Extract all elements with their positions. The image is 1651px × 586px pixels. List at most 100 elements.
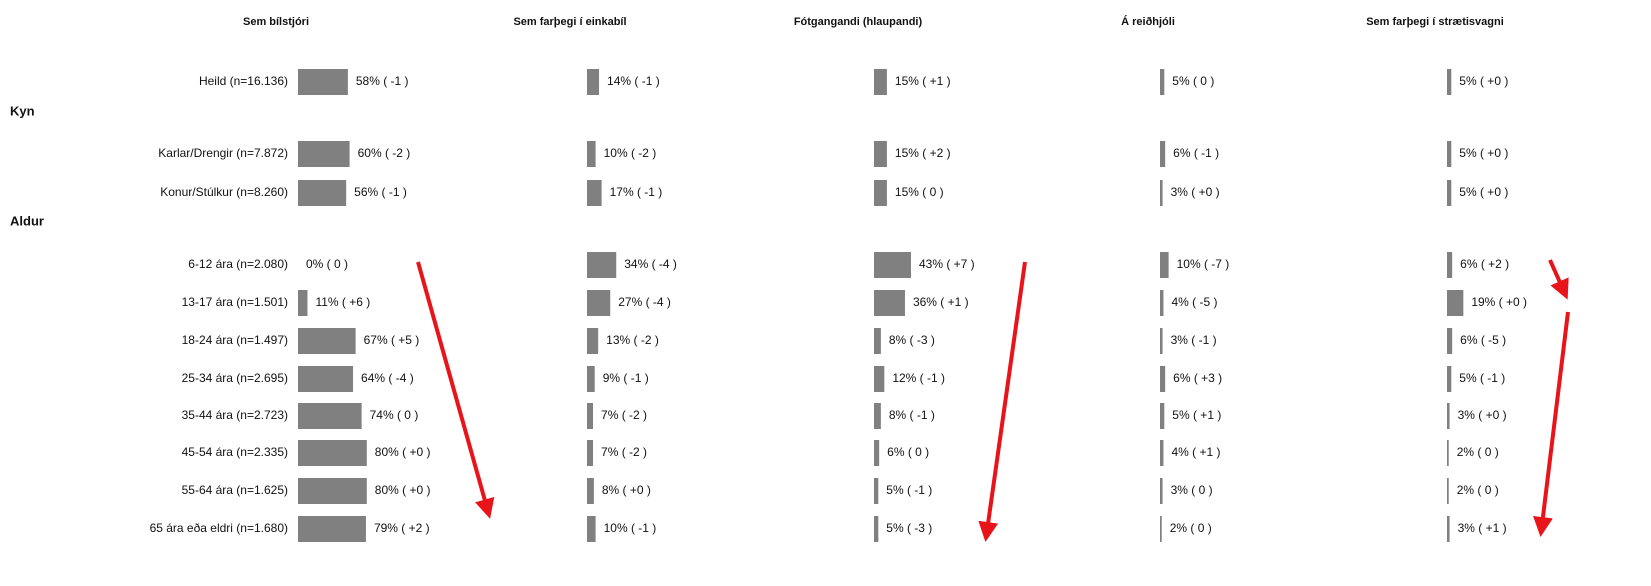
value-label: 3% ( +1 ) — [1458, 521, 1507, 535]
value-label: 6% ( 0 ) — [887, 445, 929, 459]
value-label: 5% ( +0 ) — [1459, 74, 1508, 88]
bar — [1447, 69, 1452, 95]
bar — [1447, 478, 1449, 504]
bar — [1447, 141, 1452, 167]
value-label: 8% ( -3 ) — [889, 333, 935, 347]
arrow — [416, 261, 495, 519]
value-label: 80% ( +0 ) — [375, 445, 431, 459]
bar — [587, 516, 596, 542]
row-label: 45-54 ára (n=2.335) — [182, 445, 288, 459]
value-label: 11% ( +6 ) — [315, 295, 370, 309]
bar — [874, 141, 887, 167]
value-label: 2% ( 0 ) — [1457, 483, 1499, 497]
bar — [298, 403, 362, 429]
bar — [874, 328, 881, 354]
value-label: 2% ( 0 ) — [1170, 521, 1212, 535]
value-label: 15% ( +1 ) — [895, 74, 951, 88]
value-label: 2% ( 0 ) — [1457, 445, 1499, 459]
value-label: 5% ( 0 ) — [1172, 74, 1214, 88]
value-label: 5% ( -3 ) — [886, 521, 932, 535]
value-label: 9% ( -1 ) — [603, 371, 649, 385]
value-label: 56% ( -1 ) — [354, 185, 407, 199]
bar — [1447, 366, 1452, 392]
bar — [298, 180, 347, 206]
column-header: Sem farþegi í strætisvagni — [1366, 16, 1504, 28]
value-label: 10% ( -2 ) — [604, 146, 657, 160]
bar — [587, 440, 594, 466]
annotation-arrows — [416, 259, 1570, 542]
bar — [1447, 290, 1464, 316]
value-label: 67% ( +5 ) — [364, 333, 420, 347]
bar — [1447, 403, 1450, 429]
value-label: 6% ( +2 ) — [1460, 257, 1509, 271]
column-header: Sem farþegi í einkabíl — [513, 16, 626, 28]
bar — [587, 69, 600, 95]
bar — [587, 366, 595, 392]
value-label: 60% ( -2 ) — [358, 146, 411, 160]
value-label: 7% ( -2 ) — [601, 445, 647, 459]
row-label: 6-12 ára (n=2.080) — [188, 257, 288, 271]
value-label: 3% ( 0 ) — [1171, 483, 1213, 497]
bar — [1160, 478, 1163, 504]
bar — [1447, 440, 1449, 466]
row-label: 25-34 ára (n=2.695) — [182, 371, 288, 385]
value-label: 7% ( -2 ) — [601, 408, 647, 422]
value-label: 64% ( -4 ) — [361, 371, 414, 385]
value-label: 6% ( -5 ) — [1460, 333, 1506, 347]
bar — [587, 478, 594, 504]
value-label: 3% ( +0 ) — [1458, 408, 1507, 422]
bar — [1160, 141, 1166, 167]
arrow — [1533, 311, 1570, 537]
row-label: Konur/Stúlkur (n=8.260) — [160, 185, 288, 199]
bar — [298, 141, 350, 167]
bar — [298, 516, 366, 542]
bar — [1447, 252, 1453, 278]
value-label: 36% ( +1 ) — [913, 295, 969, 309]
value-label: 15% ( 0 ) — [895, 185, 944, 199]
arrow — [978, 261, 1027, 542]
bar — [587, 180, 602, 206]
bar — [1160, 180, 1163, 206]
bar — [1447, 328, 1453, 354]
bar — [298, 69, 348, 95]
value-label: 10% ( -1 ) — [604, 521, 657, 535]
value-label: 5% ( +0 ) — [1459, 185, 1508, 199]
bar — [1447, 180, 1452, 206]
bar — [298, 366, 354, 392]
value-label: 43% ( +7 ) — [919, 257, 975, 271]
bar — [874, 366, 885, 392]
bar — [1160, 403, 1165, 429]
row-label: 65 ára eða eldri (n=1.680) — [150, 521, 288, 535]
bar — [587, 252, 617, 278]
bar — [1160, 252, 1169, 278]
bar — [587, 403, 594, 429]
value-label: 10% ( -7 ) — [1177, 257, 1230, 271]
value-label: 6% ( -1 ) — [1173, 146, 1219, 160]
bar — [298, 478, 367, 504]
bar — [874, 403, 881, 429]
bar — [1160, 328, 1163, 354]
bar — [874, 252, 911, 278]
bar — [587, 328, 599, 354]
row-label: 18-24 ára (n=1.497) — [182, 333, 288, 347]
value-label: 0% ( 0 ) — [306, 257, 348, 271]
value-label: 5% ( -1 ) — [1459, 371, 1505, 385]
row-label: Heild (n=16.136) — [199, 74, 288, 88]
value-label: 3% ( -1 ) — [1171, 333, 1217, 347]
value-label: 79% ( +2 ) — [374, 521, 430, 535]
bar — [874, 69, 887, 95]
bar — [874, 516, 879, 542]
value-label: 12% ( -1 ) — [892, 371, 945, 385]
row-label: 13-17 ára (n=1.501) — [182, 295, 288, 309]
bar — [298, 290, 308, 316]
bar — [1160, 290, 1164, 316]
bar — [298, 328, 356, 354]
value-label: 5% ( -1 ) — [886, 483, 932, 497]
group-label: Aldur — [10, 213, 44, 228]
bar — [1447, 516, 1450, 542]
row-label: 55-64 ára (n=1.625) — [182, 483, 288, 497]
bar — [874, 180, 887, 206]
column-header: Á reiðhjóli — [1121, 15, 1175, 28]
value-label: 19% ( +0 ) — [1471, 295, 1527, 309]
value-label: 3% ( +0 ) — [1171, 185, 1220, 199]
